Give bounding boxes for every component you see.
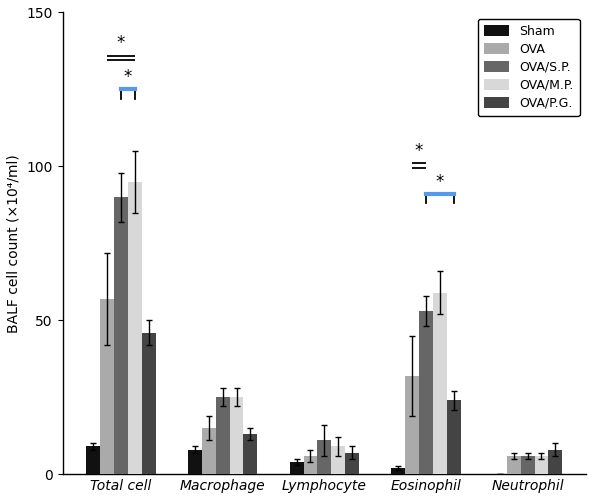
Text: *: * <box>117 34 125 52</box>
Bar <box>433 292 447 474</box>
Text: *: * <box>124 68 132 86</box>
Bar <box>289 462 304 474</box>
Bar <box>419 311 433 474</box>
Bar <box>216 397 229 474</box>
Bar <box>100 298 114 474</box>
Text: *: * <box>415 142 423 160</box>
Bar <box>345 452 359 474</box>
Bar <box>128 182 142 474</box>
Bar <box>405 376 419 474</box>
Bar <box>114 197 128 474</box>
Bar <box>229 397 244 474</box>
Bar <box>521 456 534 474</box>
Bar <box>549 450 562 474</box>
Bar <box>447 400 461 474</box>
Bar <box>304 456 317 474</box>
Bar <box>507 456 521 474</box>
Bar <box>188 450 202 474</box>
Legend: Sham, OVA, OVA/S.P., OVA/M.P., OVA/P.G.: Sham, OVA, OVA/S.P., OVA/M.P., OVA/P.G. <box>478 18 580 116</box>
Y-axis label: BALF cell count (×10⁴/ml): BALF cell count (×10⁴/ml) <box>7 154 21 332</box>
Bar <box>534 456 549 474</box>
Bar <box>244 434 257 474</box>
Bar <box>391 468 405 474</box>
Bar <box>202 428 216 474</box>
Bar <box>142 332 156 474</box>
Bar <box>331 446 345 474</box>
Bar <box>317 440 331 474</box>
Text: *: * <box>436 173 444 191</box>
Bar <box>87 446 100 474</box>
